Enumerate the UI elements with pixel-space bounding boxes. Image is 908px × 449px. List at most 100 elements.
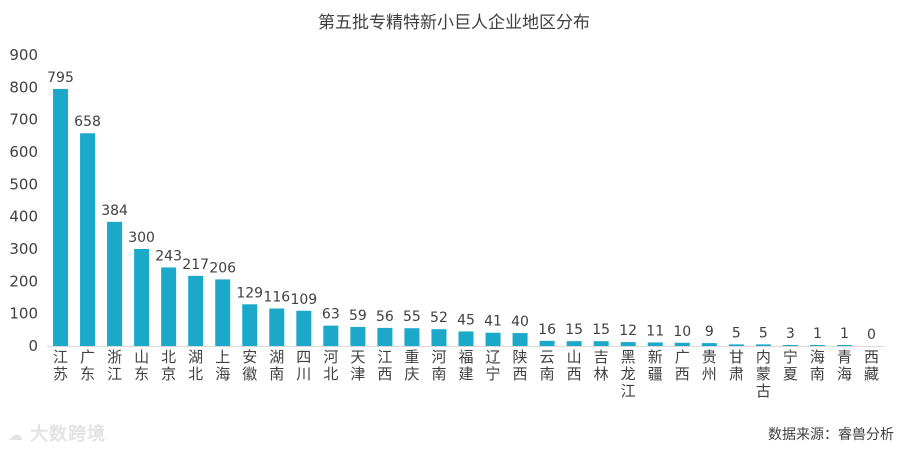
bar: [323, 325, 339, 346]
x-tick-label: 云南: [540, 348, 555, 383]
x-tick-label: 吉林: [594, 348, 609, 383]
data-label: 5: [759, 325, 768, 341]
x-tick-label: 重庆: [404, 348, 419, 383]
x-tick-label: 福建: [458, 348, 473, 383]
x-tick-label: 浙江: [107, 348, 122, 383]
chart-title: 第五批专精特新小巨人企业地区分布: [318, 13, 590, 33]
data-label: 300: [128, 230, 155, 246]
y-tick-label: 900: [9, 46, 38, 64]
data-label: 40: [511, 314, 529, 330]
bar: [593, 341, 609, 346]
data-label: 217: [182, 257, 209, 273]
cloud-icon: ☁: [8, 426, 24, 444]
data-label: 3: [786, 326, 795, 342]
data-label: 41: [484, 314, 502, 330]
data-label: 63: [322, 307, 340, 323]
x-tick-label: 西藏: [864, 348, 879, 383]
bar: [539, 340, 555, 346]
data-label: 9: [705, 324, 714, 340]
y-tick-label: 700: [9, 111, 38, 129]
bar: [782, 345, 798, 346]
y-tick-label: 500: [9, 175, 38, 193]
x-tick-label: 辽宁: [486, 348, 501, 383]
x-tick-label: 青海: [837, 348, 852, 383]
x-tick-label: 江苏: [53, 348, 68, 383]
x-tick-label: 四川: [296, 348, 311, 383]
bar: [161, 267, 177, 346]
x-tick-label: 内蒙古: [756, 348, 771, 400]
y-tick-label: 600: [9, 143, 38, 161]
x-tick-label: 上海: [215, 348, 230, 383]
data-label: 1: [840, 326, 849, 342]
data-label: 658: [74, 114, 101, 130]
bar: [431, 329, 447, 346]
watermark-text: 大数跨境: [30, 424, 106, 445]
bar: [134, 249, 150, 346]
bar: [269, 308, 285, 346]
bar: [80, 133, 96, 346]
bar: [674, 342, 690, 346]
bar: [566, 341, 582, 346]
bar: [242, 304, 258, 346]
x-tick-label: 广东: [80, 348, 95, 383]
x-tick-label: 宁夏: [783, 348, 798, 383]
y-tick-label: 800: [9, 78, 38, 96]
bar: [53, 88, 69, 346]
bar: [647, 342, 663, 346]
y-tick-label: 0: [28, 337, 38, 355]
data-label: 795: [47, 70, 74, 86]
x-tick-label: 陕西: [513, 348, 528, 383]
data-label: 16: [538, 322, 556, 338]
data-label: 52: [430, 310, 448, 326]
data-label: 5: [732, 325, 741, 341]
data-label: 56: [376, 309, 394, 325]
x-tick-label: 甘肃: [729, 348, 744, 383]
x-tick-label: 河南: [431, 348, 446, 383]
bar: [404, 328, 420, 346]
data-label: 59: [349, 308, 367, 324]
x-tick-label: 黑龙江: [621, 348, 636, 400]
y-tick-label: 200: [9, 272, 38, 290]
source-note: 数据来源：睿兽分析: [768, 427, 894, 443]
bar: [188, 275, 204, 346]
y-tick-label: 100: [9, 305, 38, 323]
watermark: ☁ 大数跨境: [8, 420, 106, 446]
data-label: 206: [209, 260, 236, 276]
x-tick-label: 江西: [377, 348, 392, 383]
bar: [107, 221, 123, 346]
x-tick-label: 河北: [323, 348, 338, 383]
x-axis: 江苏广东浙江山东北京湖北上海安徽湖南四川河北天津江西重庆河南福建辽宁陕西云南山西…: [47, 346, 885, 400]
data-label: 11: [646, 323, 664, 339]
x-tick-label: 北京: [161, 348, 176, 383]
bar: [701, 343, 717, 346]
x-tick-label: 湖南: [269, 348, 284, 383]
data-label: 15: [592, 322, 610, 338]
x-tick-label: 山西: [567, 348, 582, 383]
y-tick-label: 400: [9, 208, 38, 226]
data-label: 116: [263, 289, 290, 305]
bar: [755, 344, 771, 346]
data-label: 1: [813, 326, 822, 342]
bar: [809, 345, 825, 346]
data-label: 55: [403, 309, 421, 325]
bar: [296, 310, 312, 346]
y-tick-label: 300: [9, 240, 38, 258]
data-label: 129: [236, 285, 263, 301]
x-tick-label: 广西: [675, 348, 690, 383]
bar: [377, 327, 393, 346]
data-label: 384: [101, 203, 128, 219]
data-label: 10: [673, 324, 691, 340]
bar: [512, 333, 528, 346]
x-tick-label: 湖北: [188, 348, 203, 383]
data-label: 12: [619, 323, 637, 339]
x-tick-label: 安徽: [242, 348, 257, 383]
data-label: 45: [457, 312, 475, 328]
bar: [485, 332, 501, 346]
bar: [458, 331, 474, 346]
bar: [350, 326, 366, 346]
data-label: 243: [155, 248, 182, 264]
x-tick-label: 天津: [350, 348, 365, 383]
bar: [215, 279, 231, 346]
